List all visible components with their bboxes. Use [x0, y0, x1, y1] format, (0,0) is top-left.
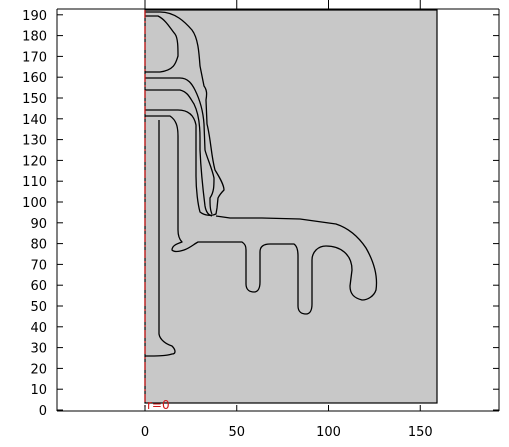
- x-tick-label: 50: [228, 425, 245, 440]
- y-tick-label: 30: [30, 342, 47, 357]
- y-tick-label: 10: [30, 383, 47, 398]
- y-tick-label: 0: [39, 404, 47, 419]
- y-tick-label: 100: [22, 196, 47, 211]
- y-tick-label: 190: [22, 9, 47, 24]
- seal-upper-lobe: [145, 15, 179, 73]
- seal-middle-arm: [145, 77, 215, 215]
- seal-inner-boundary: [145, 11, 225, 216]
- y-tick-label: 90: [30, 217, 47, 232]
- y-tick-label: 160: [22, 71, 47, 86]
- seal-lower-arm: [145, 89, 213, 217]
- y-axis-ticks: 0 10 20 30 40 50 60 70 80 90 100 110 120 130 140 150 160…: [22, 9, 499, 419]
- seal-inner-rib: [144, 120, 176, 357]
- y-tick-label: 170: [22, 50, 47, 65]
- y-tick-label: 140: [22, 113, 47, 128]
- y-tick-label: 50: [30, 300, 47, 315]
- x-tick-label: 0: [141, 425, 149, 440]
- domain-rectangle[interactable]: [145, 10, 437, 403]
- symmetry-axis-label: r=0: [147, 398, 170, 412]
- x-axis-ticks: 0 50 100 150: [141, 0, 433, 440]
- seal-geometry: [144, 11, 378, 357]
- y-tick-label: 130: [22, 134, 47, 149]
- y-tick-label: 40: [30, 321, 47, 336]
- seal-stem: [145, 115, 378, 315]
- symmetry-axis-group: r=0: [144, 10, 170, 412]
- y-tick-label: 180: [22, 30, 47, 45]
- y-tick-label: 70: [30, 258, 47, 273]
- x-tick-label: 100: [316, 425, 341, 440]
- y-tick-label: 150: [22, 92, 47, 107]
- x-tick-label: 150: [408, 425, 433, 440]
- y-tick-label: 20: [30, 362, 47, 377]
- y-tick-label: 60: [30, 279, 47, 294]
- plot-frame: [56, 8, 500, 412]
- y-tick-label: 80: [30, 238, 47, 253]
- y-tick-label: 110: [22, 175, 47, 190]
- y-tick-label: 120: [22, 154, 47, 169]
